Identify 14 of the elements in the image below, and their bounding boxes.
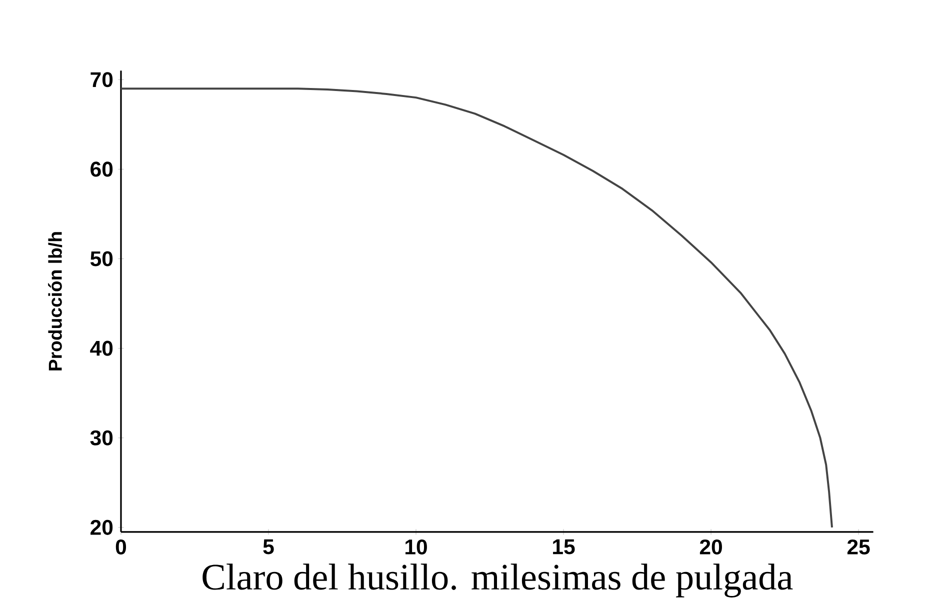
x-tick-label: 10 xyxy=(406,539,427,554)
y-tick-label: 30 xyxy=(90,430,113,446)
x-tick-label: 0 xyxy=(116,539,126,554)
y-axis-title: Producción lb/h xyxy=(48,232,62,370)
x-tick-label: 20 xyxy=(700,539,722,554)
y-tick-label: 60 xyxy=(90,162,113,177)
y-tick-label: 50 xyxy=(90,251,113,266)
y-tick-label: 40 xyxy=(90,340,113,356)
x-tick-label: 25 xyxy=(847,539,870,554)
y-tick-label: 20 xyxy=(90,520,113,535)
x-tick-label: 15 xyxy=(553,539,575,554)
y-tick-label: 70 xyxy=(90,72,113,88)
x-axis-title: Claro del husillo. milesimas de pulgada xyxy=(202,563,793,598)
x-tick-label: 5 xyxy=(263,539,274,554)
